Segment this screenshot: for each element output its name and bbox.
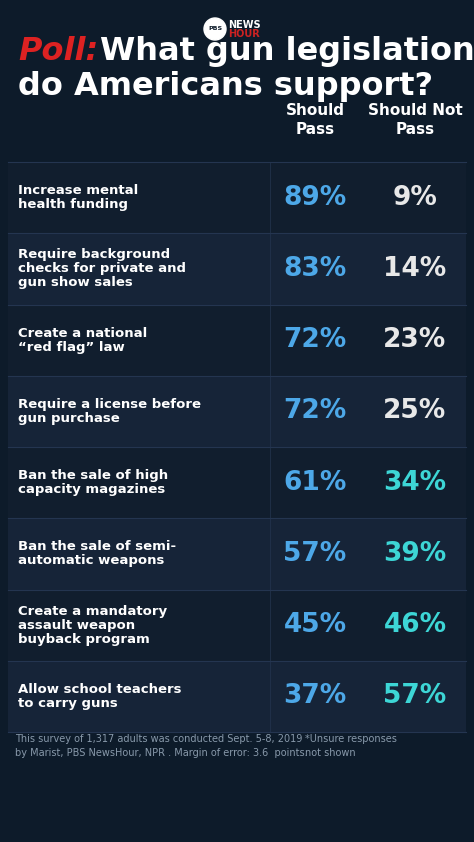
Text: gun show sales: gun show sales bbox=[18, 276, 133, 290]
Text: 89%: 89% bbox=[283, 184, 346, 210]
Text: *Unsure responses
not shown: *Unsure responses not shown bbox=[305, 734, 397, 758]
Text: automatic weapons: automatic weapons bbox=[18, 554, 164, 568]
Text: HOUR: HOUR bbox=[228, 29, 260, 39]
Circle shape bbox=[204, 18, 226, 40]
Text: do Americans support?: do Americans support? bbox=[18, 71, 433, 102]
Text: Require a license before: Require a license before bbox=[18, 398, 201, 411]
Text: Poll:: Poll: bbox=[18, 36, 98, 67]
Text: This survey of 1,317 adults was conducted Sept. 5-8, 2019
by Marist, PBS NewsHou: This survey of 1,317 adults was conducte… bbox=[15, 734, 308, 758]
Text: What gun legislation: What gun legislation bbox=[100, 36, 474, 67]
Text: 37%: 37% bbox=[283, 684, 346, 709]
Text: Should
Pass: Should Pass bbox=[285, 104, 345, 137]
Text: 57%: 57% bbox=[383, 684, 447, 709]
Text: 34%: 34% bbox=[383, 470, 447, 496]
Text: Create a mandatory: Create a mandatory bbox=[18, 605, 167, 618]
Text: PBS: PBS bbox=[208, 26, 222, 31]
Bar bbox=[8, 447, 466, 518]
Text: Ban the sale of semi-: Ban the sale of semi- bbox=[18, 541, 176, 553]
Text: checks for private and: checks for private and bbox=[18, 263, 186, 275]
Text: 14%: 14% bbox=[383, 256, 447, 282]
Text: 25%: 25% bbox=[383, 398, 447, 424]
Bar bbox=[8, 661, 466, 732]
Text: 72%: 72% bbox=[283, 328, 346, 353]
Text: Create a national: Create a national bbox=[18, 327, 147, 339]
Text: buyback program: buyback program bbox=[18, 632, 150, 646]
Text: 83%: 83% bbox=[283, 256, 346, 282]
Bar bbox=[8, 162, 466, 233]
Text: Should Not
Pass: Should Not Pass bbox=[368, 104, 462, 137]
Text: 45%: 45% bbox=[283, 612, 346, 638]
Text: 46%: 46% bbox=[383, 612, 447, 638]
Text: “red flag” law: “red flag” law bbox=[18, 341, 125, 354]
Bar bbox=[8, 233, 466, 305]
Text: 61%: 61% bbox=[283, 470, 346, 496]
Text: Increase mental: Increase mental bbox=[18, 184, 138, 197]
Bar bbox=[8, 305, 466, 376]
Text: Allow school teachers: Allow school teachers bbox=[18, 683, 182, 695]
Text: 72%: 72% bbox=[283, 398, 346, 424]
Bar bbox=[8, 376, 466, 447]
Text: NEWS: NEWS bbox=[228, 20, 261, 30]
Text: 23%: 23% bbox=[383, 328, 447, 353]
Bar bbox=[8, 589, 466, 661]
Text: 57%: 57% bbox=[283, 541, 346, 567]
Text: health funding: health funding bbox=[18, 198, 128, 211]
Text: 9%: 9% bbox=[392, 184, 438, 210]
Bar bbox=[8, 518, 466, 589]
Text: assault weapon: assault weapon bbox=[18, 619, 135, 632]
Text: Require background: Require background bbox=[18, 248, 170, 261]
Text: 39%: 39% bbox=[383, 541, 447, 567]
Text: capacity magazines: capacity magazines bbox=[18, 483, 165, 496]
Text: gun purchase: gun purchase bbox=[18, 412, 120, 425]
Text: to carry guns: to carry guns bbox=[18, 697, 118, 710]
Text: Ban the sale of high: Ban the sale of high bbox=[18, 469, 168, 482]
